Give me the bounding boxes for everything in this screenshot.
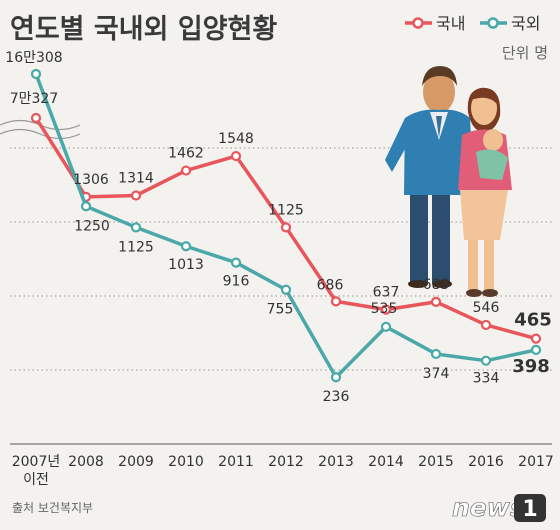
data-label-domestic-2: 1314 — [118, 170, 154, 186]
point-domestic-4 — [230, 150, 242, 162]
legend-domestic-label: 국내 — [436, 14, 465, 33]
data-label-domestic-8: 683 — [423, 277, 450, 293]
data-label-domestic-0: 7만327 — [10, 91, 59, 107]
data-label-domestic-7: 637 — [373, 285, 400, 301]
logo-mark: 1 — [522, 497, 537, 522]
point-domestic-6 — [330, 296, 342, 307]
data-label-international-7: 535 — [371, 301, 398, 317]
father-figure — [385, 66, 474, 288]
legend: 국내 국외 — [405, 14, 540, 33]
data-label-international-5: 755 — [267, 302, 294, 318]
point-international-9 — [480, 355, 492, 366]
point-international-4 — [230, 257, 242, 268]
point-domestic-5 — [280, 222, 292, 233]
point-international-8 — [430, 348, 442, 360]
data-label-domestic-10: 465 — [514, 310, 552, 331]
series-layer — [30, 68, 542, 383]
x-tick-label-10: 2017 — [518, 454, 554, 470]
point-international-1 — [80, 201, 92, 212]
point-international-0 — [30, 68, 42, 80]
source-note: 출처 보건복지부 — [12, 501, 93, 515]
data-label-domestic-1: 1306 — [73, 172, 109, 188]
x-axis: 2007년 이전 2008 2009 2010 2011 2012 2013 2014 2015 2… — [12, 454, 554, 488]
point-domestic-0 — [30, 112, 42, 124]
data-label-domestic-9: 546 — [473, 300, 500, 316]
logo-mark-badge — [514, 494, 546, 522]
x-tick-label-5: 2012 — [268, 454, 304, 470]
data-label-international-10: 398 — [512, 356, 550, 377]
x-tick-label-0: 2007년 이전 — [12, 454, 61, 488]
chart-title: 연도별 국내외 입양현황 — [10, 14, 277, 45]
point-domestic-10 — [530, 333, 542, 344]
data-label-domestic-5: 1125 — [268, 202, 304, 218]
data-label-international-4: 916 — [223, 274, 250, 290]
data-label-international-0: 16만308 — [5, 50, 62, 66]
point-domestic-9 — [480, 319, 492, 331]
point-domestic-2 — [130, 190, 142, 201]
data-label-domestic-6: 686 — [317, 277, 344, 293]
data-label-domestic-3: 1462 — [168, 146, 204, 162]
x-tick-label-7: 2014 — [368, 454, 404, 470]
legend-domestic: 국내 — [405, 14, 465, 33]
point-international-2 — [130, 222, 142, 233]
data-label-international-3: 1013 — [168, 257, 204, 273]
legend-international-label: 국외 — [511, 14, 540, 33]
point-domestic-7 — [380, 304, 392, 315]
point-international-10 — [530, 344, 542, 356]
baby-figure — [476, 129, 508, 180]
legend-international: 국외 — [480, 14, 540, 33]
x-tick-label-4: 2011 — [218, 454, 254, 470]
logo-text: news — [452, 493, 525, 522]
x-tick-label-8: 2015 — [418, 454, 454, 470]
point-international-5 — [280, 284, 292, 295]
data-label-international-6: 236 — [323, 389, 350, 405]
x-tick-label-3: 2010 — [168, 454, 204, 470]
news1-logo: news 1 — [452, 493, 546, 522]
point-international-7 — [380, 321, 392, 332]
data-labels: 7만327 1306 1314 1462 1548 1125 686 637 683 546 465… — [5, 50, 552, 405]
x-tick-label-6: 2013 — [318, 454, 354, 470]
point-international-3 — [180, 241, 192, 252]
unit-label: 단위 명 — [502, 44, 548, 62]
data-label-international-8: 374 — [423, 366, 450, 382]
point-domestic-3 — [180, 165, 192, 176]
x-tick-label-9: 2016 — [468, 454, 504, 470]
x-tick-label-1: 2008 — [68, 454, 104, 470]
data-label-international-2: 1125 — [118, 239, 154, 255]
data-label-domestic-4: 1548 — [218, 131, 254, 147]
x-tick-label-2: 2009 — [118, 454, 154, 470]
data-label-international-1: 1250 — [74, 218, 110, 234]
point-domestic-8 — [430, 296, 442, 307]
point-international-6 — [330, 372, 342, 383]
family-illustration — [385, 66, 512, 297]
data-label-international-9: 334 — [473, 371, 500, 387]
